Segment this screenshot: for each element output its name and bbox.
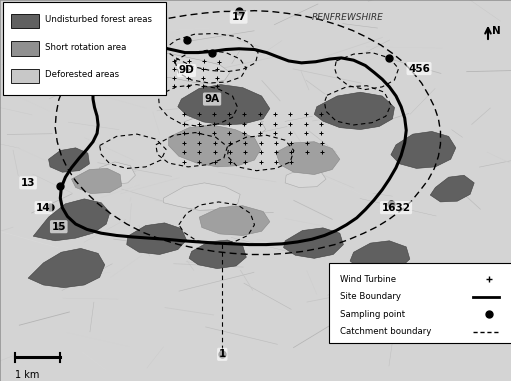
Polygon shape bbox=[33, 199, 110, 241]
Polygon shape bbox=[169, 125, 261, 167]
Polygon shape bbox=[127, 223, 187, 255]
Text: Site Boundary: Site Boundary bbox=[340, 292, 401, 301]
Polygon shape bbox=[391, 131, 456, 168]
Text: Deforested areas: Deforested areas bbox=[45, 70, 119, 79]
Polygon shape bbox=[49, 148, 89, 172]
Bar bbox=[11, 41, 39, 56]
Text: 9D: 9D bbox=[179, 66, 194, 75]
Polygon shape bbox=[285, 168, 326, 187]
Polygon shape bbox=[189, 240, 246, 269]
Text: Catchment boundary: Catchment boundary bbox=[340, 327, 432, 336]
Polygon shape bbox=[72, 168, 122, 194]
Polygon shape bbox=[350, 241, 410, 272]
Polygon shape bbox=[284, 228, 343, 258]
Text: 17: 17 bbox=[231, 12, 246, 22]
Polygon shape bbox=[199, 206, 270, 235]
Text: Undisturbed forest areas: Undisturbed forest areas bbox=[45, 15, 152, 24]
Text: Wind Turbine: Wind Turbine bbox=[340, 275, 397, 284]
Bar bbox=[11, 69, 39, 83]
Text: Sampling point: Sampling point bbox=[340, 310, 405, 319]
Text: 1: 1 bbox=[219, 349, 226, 359]
Polygon shape bbox=[276, 142, 340, 174]
FancyBboxPatch shape bbox=[3, 2, 166, 95]
Text: N: N bbox=[492, 26, 500, 36]
Text: 13: 13 bbox=[21, 178, 35, 188]
Bar bbox=[11, 14, 39, 28]
Polygon shape bbox=[314, 92, 394, 130]
Text: 456: 456 bbox=[408, 64, 430, 74]
Text: 9A: 9A bbox=[204, 94, 220, 104]
Text: 1632: 1632 bbox=[382, 203, 410, 213]
Polygon shape bbox=[28, 248, 105, 288]
Polygon shape bbox=[164, 183, 240, 210]
Polygon shape bbox=[100, 162, 135, 185]
Polygon shape bbox=[184, 110, 266, 139]
Text: 1 km: 1 km bbox=[15, 370, 40, 379]
Text: 14: 14 bbox=[36, 203, 51, 213]
Text: RENFREWSHIRE: RENFREWSHIRE bbox=[312, 13, 384, 22]
Polygon shape bbox=[178, 85, 270, 125]
Polygon shape bbox=[430, 175, 474, 202]
Polygon shape bbox=[130, 53, 230, 84]
Text: 15: 15 bbox=[52, 222, 66, 232]
Text: Short rotation area: Short rotation area bbox=[45, 43, 126, 52]
FancyBboxPatch shape bbox=[329, 263, 511, 343]
